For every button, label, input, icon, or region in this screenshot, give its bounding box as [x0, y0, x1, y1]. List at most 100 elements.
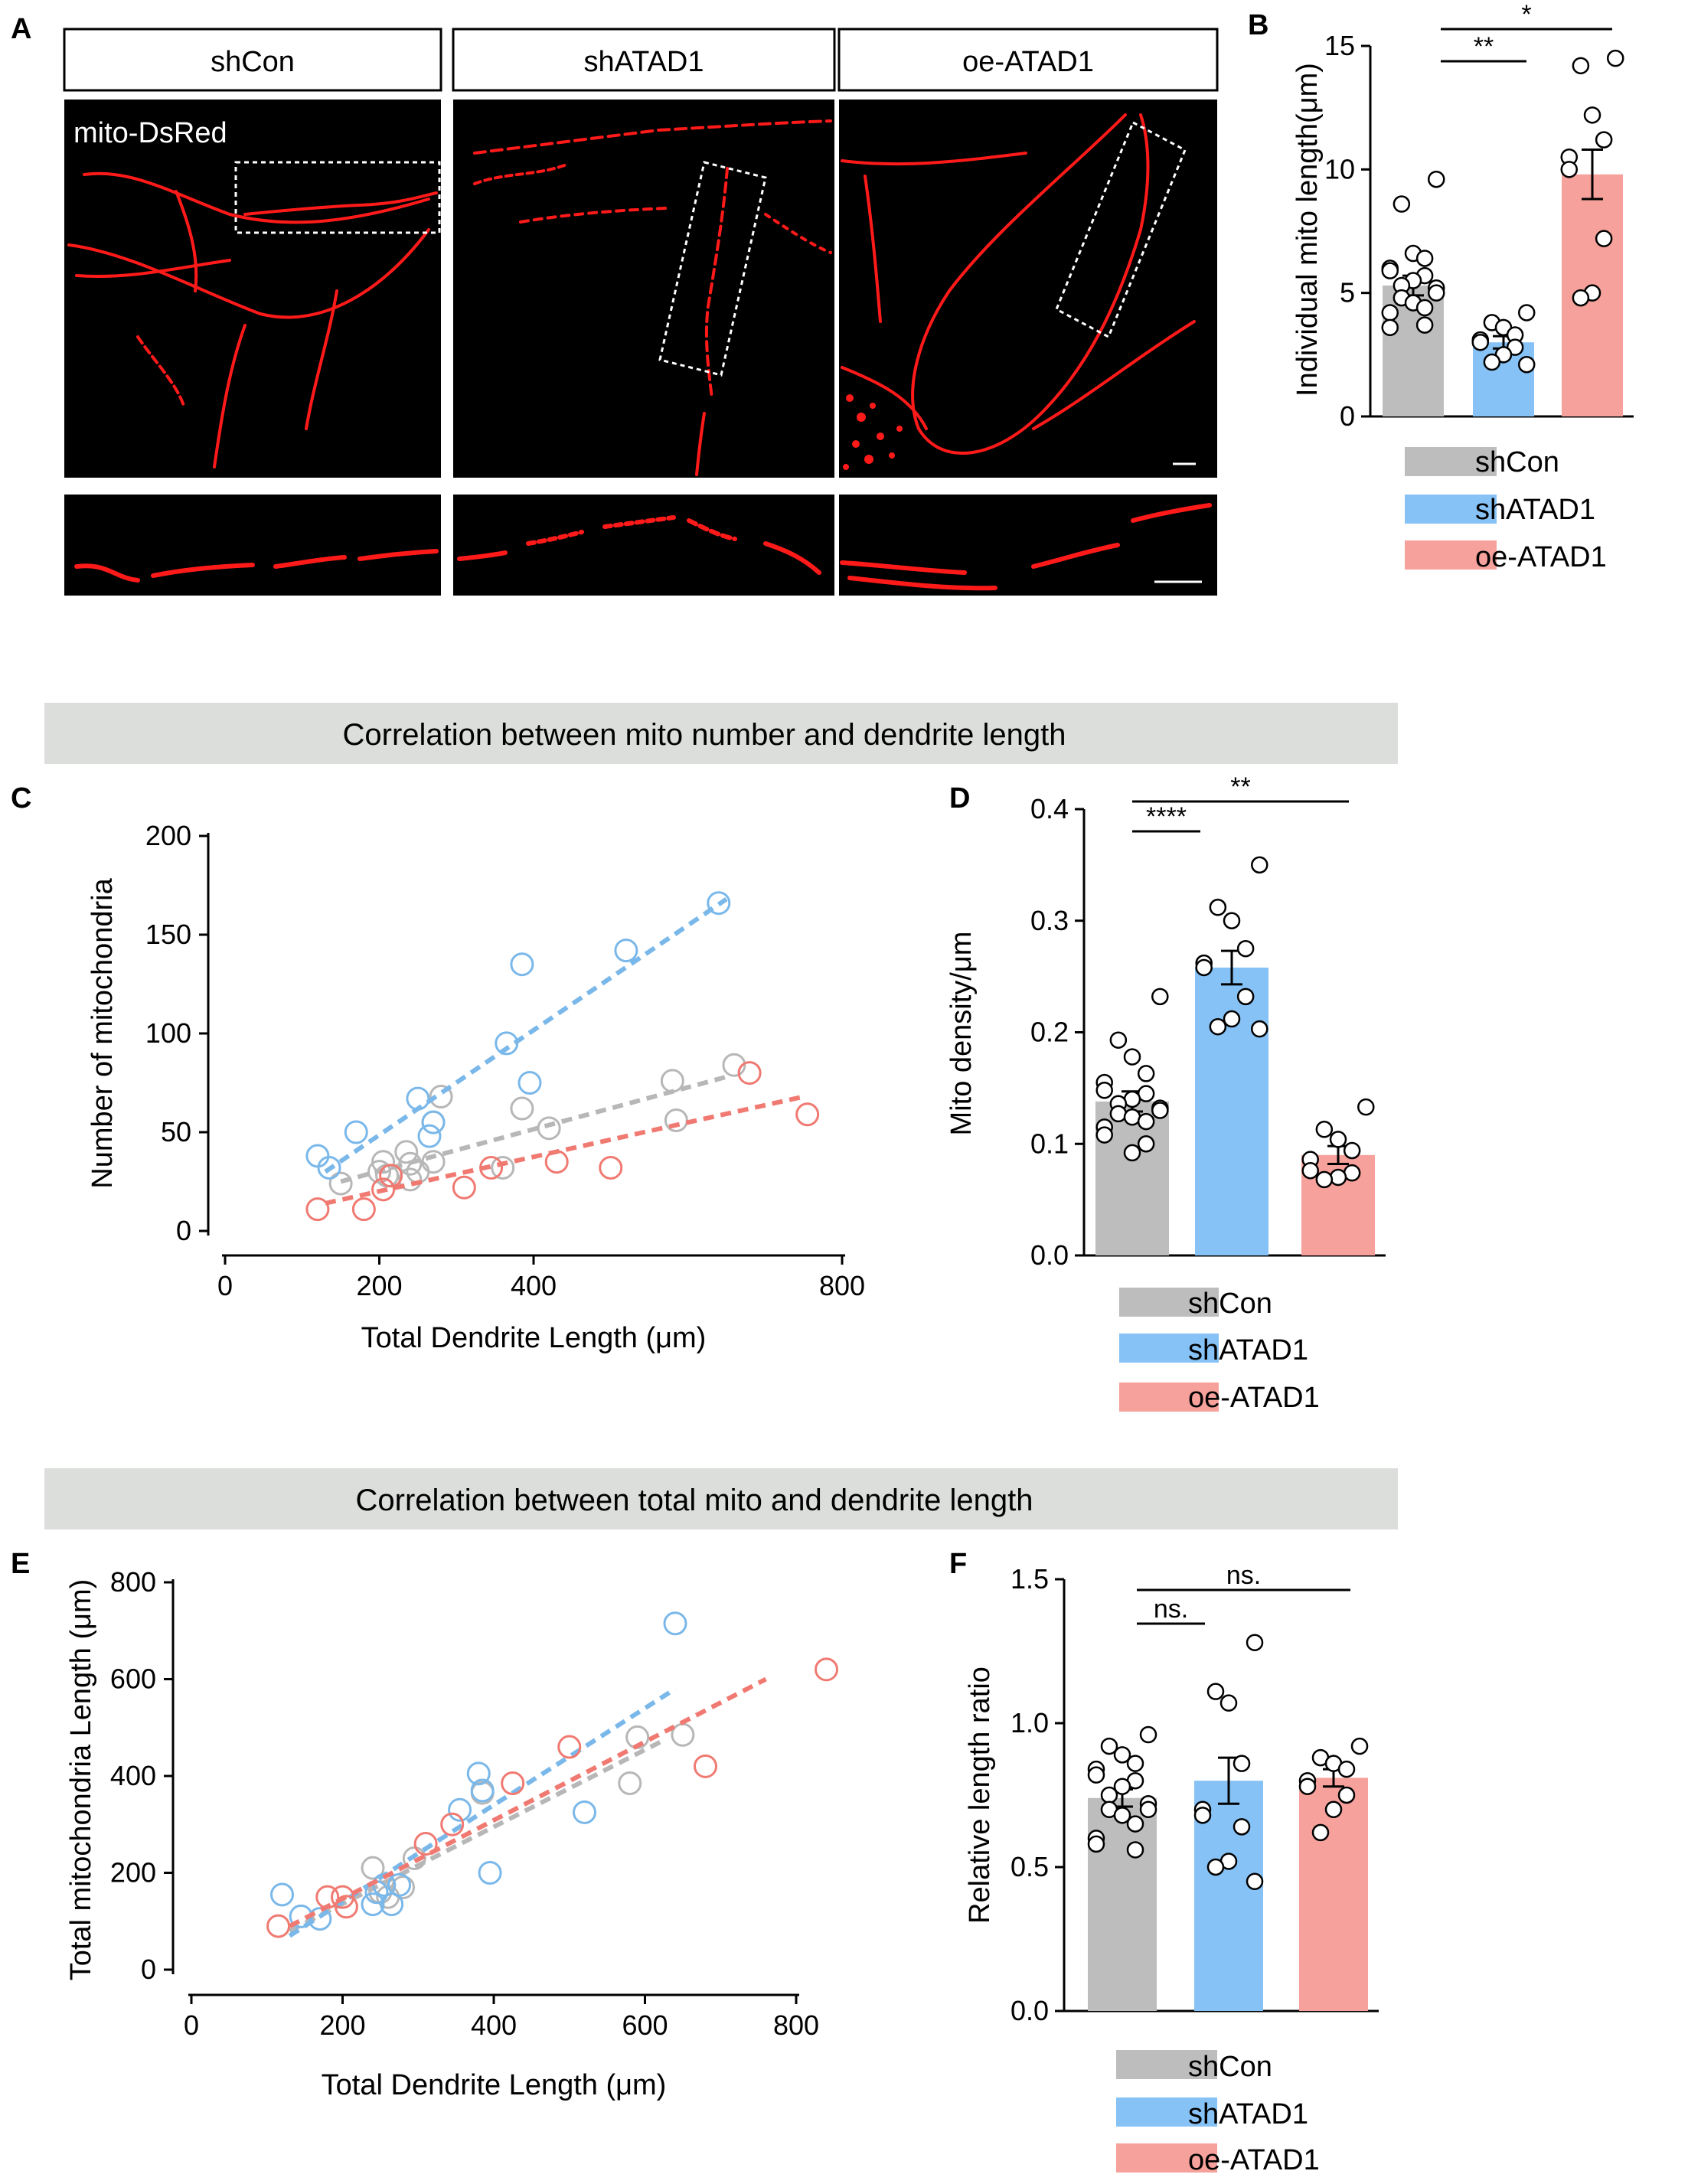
- data-point-oe-atad1: [266, 1914, 291, 1938]
- data-point: [1109, 1031, 1128, 1049]
- data-point: [1415, 250, 1434, 267]
- data-point: [1415, 316, 1434, 334]
- data-point: [1471, 333, 1490, 351]
- y-tick-label: 1.0: [1011, 1707, 1049, 1738]
- data-point-oe-atad1: [371, 1177, 396, 1202]
- legend-label-oe-atad1: oe-ATAD1: [1188, 1382, 1320, 1414]
- banner-number-bg: [44, 703, 1398, 764]
- data-point-oe-atad1: [599, 1155, 623, 1180]
- data-point-oe-atad1: [737, 1061, 762, 1085]
- data-point: [1087, 1766, 1105, 1784]
- data-point-shcon: [398, 1167, 423, 1192]
- micrograph-shcon: mito-DsRed: [64, 100, 441, 478]
- legend-d: shCon shATAD1 oe-ATAD1: [1119, 1288, 1320, 1414]
- legend-label-oe-atad1: oe-ATAD1: [1475, 541, 1607, 573]
- x-tick-label: 800: [819, 1270, 865, 1301]
- legend-label-shatad1: shATAD1: [1188, 2098, 1308, 2130]
- legend-swatch-oe-atad1: [1116, 2143, 1217, 2173]
- data-point: [1100, 1737, 1118, 1755]
- data-point-shatad1: [478, 1861, 502, 1885]
- data-point: [1517, 355, 1536, 374]
- data-point: [1251, 1020, 1268, 1038]
- data-point: [1595, 230, 1613, 247]
- x-axis-label: Total Dendrite Length (μm): [322, 2069, 667, 2101]
- micrograph-shatad1: [453, 100, 834, 478]
- data-point-shcon: [391, 1875, 415, 1899]
- data-point: [1126, 1815, 1144, 1833]
- data-point: [1151, 988, 1169, 1006]
- data-point-oe-atad1: [331, 1885, 354, 1909]
- data-point-shatad1: [270, 1882, 294, 1907]
- roi-box-shatad1: [658, 161, 767, 377]
- header-label-oe-atad1: oe-ATAD1: [962, 46, 1094, 78]
- data-point-shatad1: [614, 939, 638, 963]
- data-point-shatad1: [573, 1800, 596, 1824]
- panel-letter-e: E: [11, 1548, 30, 1580]
- data-point: [1095, 1082, 1113, 1099]
- data-point: [1324, 1800, 1343, 1819]
- data-point-oe-atad1: [305, 1197, 330, 1222]
- y-tick-label: 1.5: [1011, 1563, 1049, 1595]
- data-point-shatad1: [470, 1778, 495, 1803]
- data-point-oe-atad1: [795, 1102, 820, 1127]
- data-point: [1109, 1105, 1128, 1123]
- data-point: [1381, 318, 1399, 337]
- data-point: [1560, 161, 1579, 178]
- inset-oe-atad1: [839, 495, 1217, 596]
- data-point-oe-atad1: [501, 1771, 525, 1795]
- data-point: [1123, 1048, 1141, 1066]
- y-tick-label: 0.3: [1030, 905, 1069, 936]
- data-point: [1301, 1161, 1319, 1180]
- data-point: [1113, 1778, 1131, 1795]
- data-point: [1329, 1131, 1347, 1148]
- y-axis-label: Relative length ratio: [964, 1667, 996, 1924]
- banner-number: Correlation between mito number and dend…: [44, 703, 1398, 764]
- y-tick-label: 400: [110, 1760, 156, 1791]
- data-point: [1236, 939, 1255, 958]
- chart-panel-c: C 0 50 100 150 200 0 200 400 800 Total Dendrite L…: [11, 782, 865, 1354]
- y-tick-label: 150: [145, 919, 191, 950]
- data-point: [1206, 1683, 1225, 1700]
- legend-swatch-oe-atad1: [1405, 540, 1497, 570]
- data-point: [1193, 1807, 1212, 1824]
- data-point-shcon: [421, 1150, 446, 1174]
- data-point-shatad1: [308, 1907, 332, 1931]
- chart-panel-e: E 0 200 400 600 800 0 200 400 600 800 Total Dendri…: [11, 1548, 838, 2101]
- legend-label-shatad1: shATAD1: [1475, 494, 1595, 526]
- panel-letter-f: F: [949, 1548, 967, 1580]
- legend-f: shCon shATAD1 oe-ATAD1: [1116, 2050, 1320, 2176]
- legend-swatch-shatad1: [1116, 2097, 1217, 2127]
- legend-label-shcon: shCon: [1188, 2051, 1272, 2083]
- header-box-oe-atad1: [837, 28, 1219, 92]
- legend-swatch-shcon: [1405, 447, 1497, 476]
- data-point: [1206, 1858, 1225, 1876]
- data-point: [1123, 1144, 1141, 1162]
- y-tick-label: 50: [161, 1116, 191, 1147]
- x-tick-label: 0: [217, 1270, 233, 1301]
- data-point: [1427, 170, 1445, 188]
- data-point: [1126, 1755, 1144, 1772]
- header-label-shatad1: shATAD1: [584, 46, 704, 78]
- y-tick-label: 0: [1340, 400, 1355, 432]
- fit-line-shatad1: [324, 897, 728, 1174]
- y-tick-label: 800: [110, 1566, 156, 1598]
- data-point: [1100, 1786, 1118, 1804]
- data-point-shcon: [328, 1171, 353, 1196]
- data-point-shcon: [671, 1722, 695, 1747]
- panel-letter-c: C: [11, 782, 31, 815]
- x-axis-label: Total Dendrite Length (μm): [361, 1322, 707, 1354]
- panel-letter-b: B: [1248, 9, 1268, 41]
- y-tick-label: 0.4: [1030, 793, 1069, 824]
- panel-letter-d: D: [949, 782, 970, 815]
- y-tick-label: 5: [1340, 277, 1355, 309]
- header-label-shcon: shCon: [211, 46, 295, 78]
- x-tick-label: 400: [511, 1270, 557, 1301]
- data-point-shcon: [510, 1096, 534, 1121]
- banner-total-bg: [44, 1468, 1398, 1529]
- data-point: [1246, 1634, 1264, 1651]
- y-tick-label: 10: [1324, 153, 1355, 184]
- data-point-oe-atad1: [334, 1895, 358, 1919]
- data-point-shcon: [664, 1108, 688, 1133]
- data-point-shcon: [429, 1085, 453, 1109]
